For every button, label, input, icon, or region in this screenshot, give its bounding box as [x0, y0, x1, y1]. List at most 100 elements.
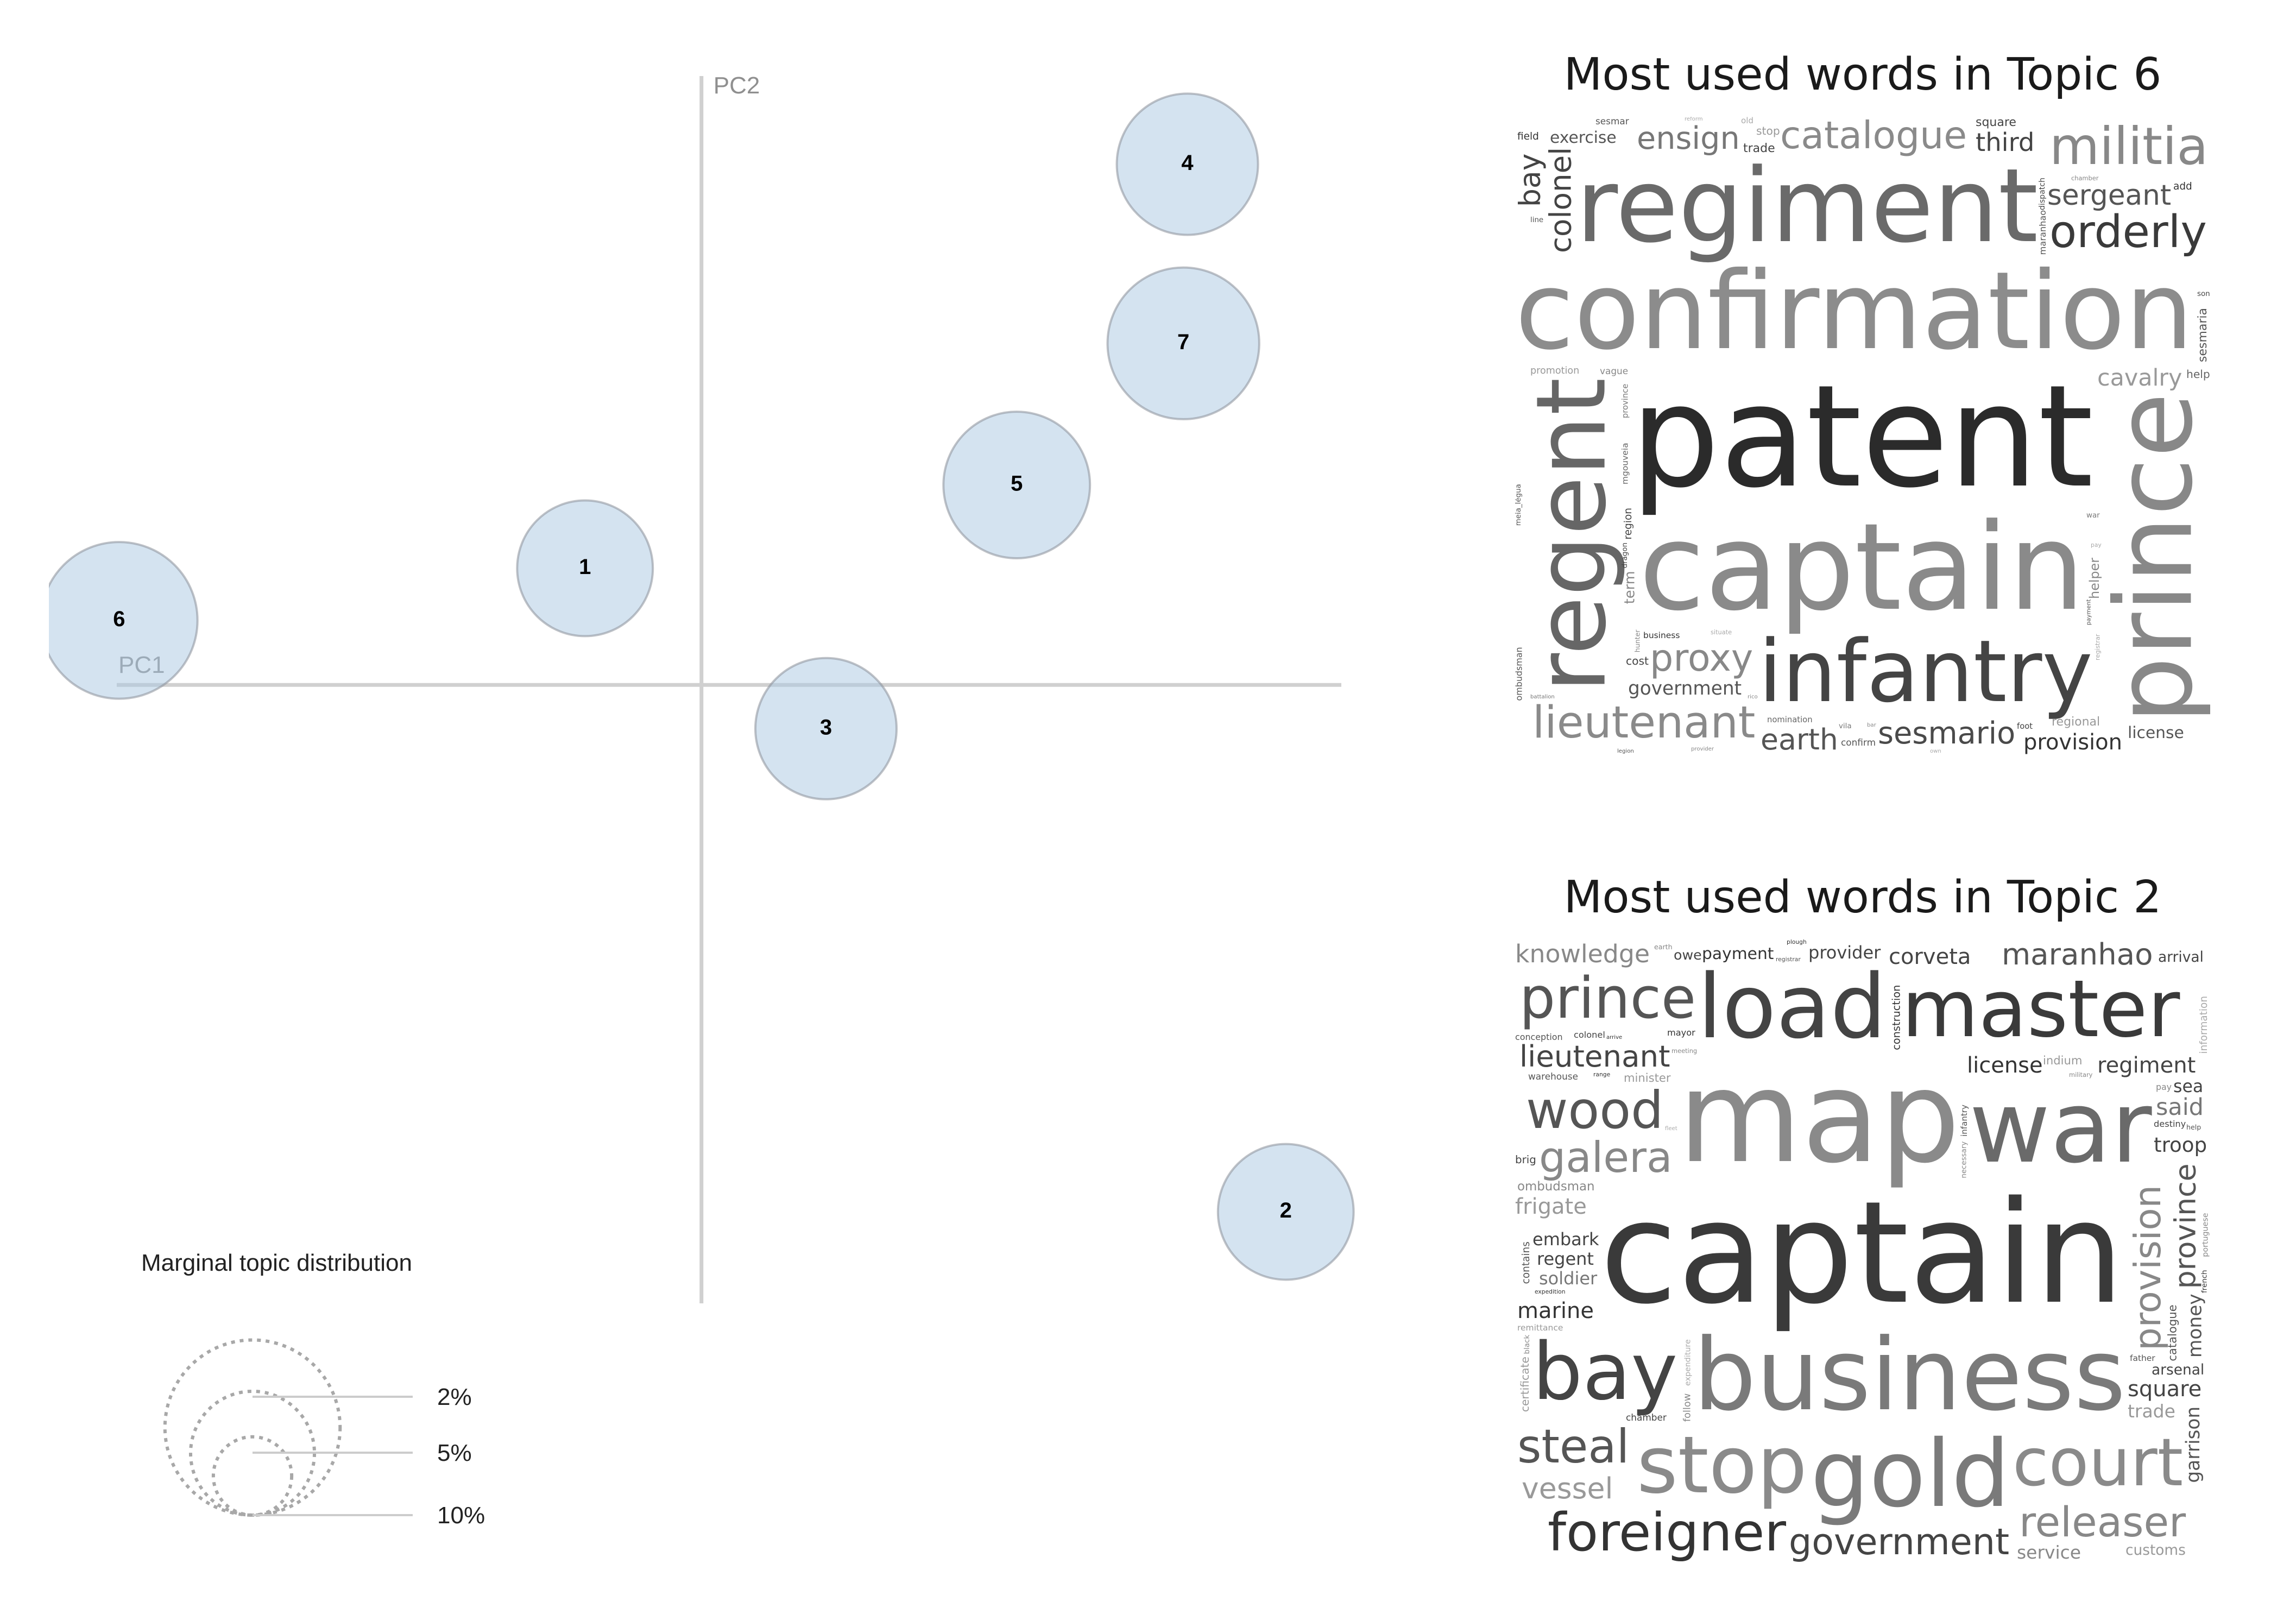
wordcloud-word: provision — [2023, 730, 2122, 755]
wordcloud-word: license — [2128, 723, 2184, 742]
topic-6-circle — [49, 541, 199, 700]
wordcloud-word: soldier — [1539, 1268, 1598, 1289]
wordcloud-word: portuguese — [2200, 1213, 2210, 1258]
wordcloud-word: prince — [1519, 965, 1696, 1031]
wordcloud-word: warehouse — [1528, 1071, 1578, 1082]
wordcloud-word: sea — [2173, 1077, 2204, 1096]
wordcloud-word: court — [2013, 1424, 2184, 1501]
wordcloud-word: orderly — [2049, 206, 2207, 258]
wordcloud-word: confirm — [1841, 737, 1876, 748]
wordcloud-word: earth — [1761, 722, 1838, 755]
wordcloud-word: line — [1530, 216, 1544, 224]
wordcloud-word: cost — [1626, 654, 1649, 667]
wordcloud-word: trade — [1743, 142, 1775, 155]
wordcloud-word: war — [2086, 512, 2100, 520]
wordcloud-word: arrival — [2158, 949, 2204, 966]
wordcloud-word: troop — [2154, 1133, 2207, 1157]
wordcloud-word: colonel — [1543, 147, 1578, 254]
wordcloud-word: bay — [1532, 1326, 1678, 1418]
wordcloud-word: own — [1930, 748, 1941, 754]
wordcloud-word: arsenal — [2152, 1362, 2205, 1378]
legend-label-5pct: 5% — [437, 1440, 472, 1466]
wordcloud-word: reform — [1685, 117, 1703, 122]
wordcloud-word: range — [1593, 1071, 1611, 1078]
wordcloud-word: help — [2186, 368, 2210, 381]
wordcloud-word: militia — [2049, 117, 2209, 176]
wordcloud-word: patent — [1630, 355, 2093, 519]
wordcloud-word: helper — [2087, 557, 2102, 599]
wordcloud-word: lieutenant — [1519, 1039, 1670, 1074]
wordcloud-word: maranhao — [2038, 210, 2048, 255]
wordcloud-word: rico — [1748, 694, 1758, 700]
topic-5-label: 5 — [1011, 472, 1023, 496]
wordcloud-word: third — [1976, 128, 2035, 157]
wordcloud-word: government — [1628, 678, 1742, 699]
wordcloud-word: remittance — [1517, 1323, 1563, 1333]
legend-circle-2pct — [211, 1435, 294, 1517]
wordcloud-word: meeting — [1671, 1047, 1698, 1055]
wordcloud-word: regional — [2052, 715, 2101, 729]
topic-3-circle — [754, 657, 898, 800]
wordcloud-word: bar — [1867, 722, 1876, 728]
wordcloud-word: war — [1969, 1070, 2152, 1185]
topic-6-wordcloud-panel: Most used words in Topic 6 patent confirm… — [1488, 43, 2237, 771]
wordcloud-word: provider — [1691, 746, 1714, 752]
legend-label-2pct: 2% — [437, 1384, 472, 1410]
wordcloud-word: province — [2168, 1163, 2203, 1289]
wordcloud-word: service — [2017, 1542, 2081, 1563]
wordcloud-word: cavalry — [2097, 364, 2183, 392]
topic-2-circle — [1216, 1143, 1355, 1281]
wordcloud-word: ombudsman — [1517, 1180, 1595, 1194]
wordcloud-word: square — [2128, 1377, 2202, 1402]
topic-7-circle — [1106, 266, 1260, 420]
topic-1-circle — [516, 499, 654, 638]
topic-2-wordcloud-panel: Most used words in Topic 2 captain map bus… — [1488, 866, 2237, 1594]
legend-label-10pct: 10% — [437, 1502, 485, 1529]
wordcloud-word: earth — [1654, 943, 1673, 951]
wordcloud-word: black — [1523, 1334, 1531, 1354]
wordcloud-word: pay — [2156, 1082, 2172, 1092]
wordcloud-word: father — [2130, 1353, 2155, 1363]
wordcloud-word: proxy — [1650, 637, 1753, 680]
wordcloud-title: Most used words in Topic 2 — [1563, 872, 2162, 923]
wordcloud-word: information — [2198, 995, 2210, 1054]
wordcloud-word: gold — [1811, 1421, 2010, 1528]
wordcloud-word: conception — [1515, 1032, 1563, 1042]
wordcloud-word: legion — [1617, 748, 1634, 754]
wordcloud-word: trade — [2128, 1401, 2175, 1422]
topic-6-label: 6 — [113, 607, 125, 631]
wordcloud-word: said — [2156, 1094, 2204, 1121]
wordcloud-word: construction — [1889, 985, 1902, 1051]
wordcloud-word: load — [1698, 956, 1887, 1058]
wordcloud-word: regent — [1537, 1248, 1594, 1269]
wordcloud-word: garrison — [2182, 1406, 2204, 1483]
topic-2-wordcloud: captain map business war gold load stop bay mast… — [1515, 939, 2210, 1564]
topic-6-wordcloud: patent confirmation regent captain prince reg… — [1515, 117, 2210, 755]
wordcloud-word: sesmar — [1595, 117, 1629, 127]
wordcloud-word: promotion — [1530, 365, 1580, 376]
wordcloud-word: corveta — [1889, 944, 1971, 969]
wordcloud-word: payment — [2085, 598, 2092, 625]
wordcloud-word: military — [2069, 1071, 2093, 1079]
wordcloud-word: chamber — [2071, 174, 2099, 182]
topic-4-label: 4 — [1181, 151, 1194, 175]
wordcloud-word: expedition — [1535, 1288, 1566, 1295]
wordcloud-word: dragon — [1620, 542, 1629, 569]
wordcloud-word: term — [1622, 570, 1638, 604]
wordcloud-word: indium — [2043, 1054, 2083, 1067]
wordcloud-word: sesmario — [1878, 716, 2016, 751]
wordcloud-word: regiment — [2097, 1053, 2196, 1078]
wordcloud-word: situate — [1711, 628, 1732, 636]
wordcloud-word: battalion — [1530, 694, 1555, 700]
wordcloud-word: vila — [1839, 722, 1852, 730]
wordcloud-word: mayor — [1667, 1027, 1695, 1038]
wordcloud-word: embark — [1532, 1229, 1599, 1250]
wordcloud-word: chamber — [1626, 1412, 1667, 1423]
wordcloud-word: contains — [1521, 1241, 1532, 1284]
wordcloud-word: french — [2201, 1269, 2210, 1293]
wordcloud-word: payment — [1702, 944, 1774, 963]
wordcloud-word: business — [1643, 630, 1680, 640]
wordcloud-word: arrive — [1606, 1035, 1623, 1041]
wordcloud-word: square — [1976, 117, 2016, 129]
wordcloud-word: wood — [1526, 1081, 1664, 1140]
